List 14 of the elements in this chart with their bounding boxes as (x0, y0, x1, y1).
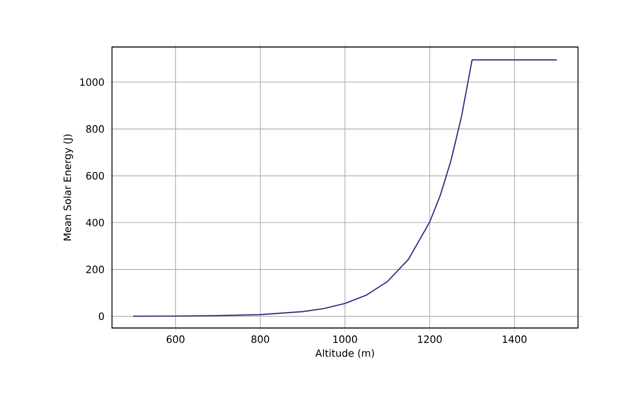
y-tick-label: 1000 (80, 78, 104, 86)
y-tick-label: 400 (86, 218, 104, 226)
line-series (132, 59, 558, 317)
y-tick-label: 800 (86, 125, 104, 133)
y-axis-title: Mean Solar Energy (J) (63, 134, 74, 240)
y-tick-label: 600 (86, 172, 104, 180)
x-tick-label: 1400 (502, 335, 526, 343)
y-tick-label: 0 (98, 312, 104, 320)
x-tick-label: 1000 (333, 335, 358, 343)
x-tick-label: 800 (251, 335, 270, 343)
x-axis-title: Altitude (m) (315, 349, 374, 358)
y-tick-label: 200 (86, 266, 104, 274)
x-tick-label: 1200 (418, 335, 442, 343)
x-tick-label: 600 (166, 335, 184, 343)
